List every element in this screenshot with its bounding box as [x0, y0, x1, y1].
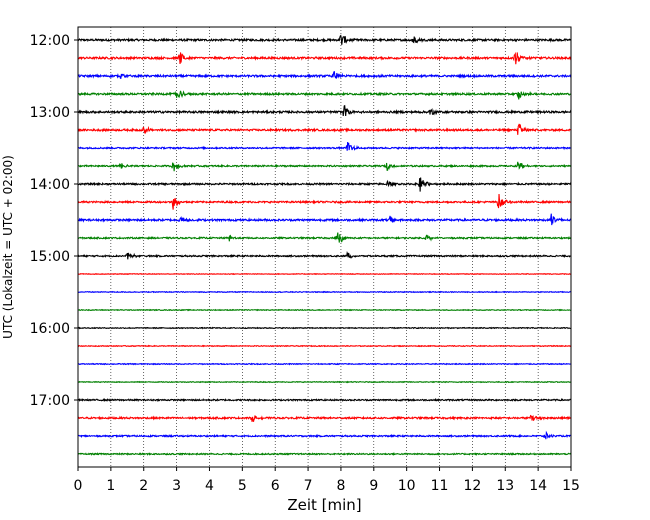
y-tick-label: 17:00 [30, 393, 70, 409]
y-axis-ticks: 12:00 13:00 14:00 15:00 16:00 17:00 [30, 33, 78, 409]
trace-line-1200 [77, 34, 572, 45]
x-tick-label: 10 [398, 478, 416, 494]
y-tick-label: 15:00 [30, 249, 70, 265]
y-tick-label: 12:00 [30, 33, 70, 49]
x-tick-label: 3 [172, 478, 181, 494]
y-tick-label: 14:00 [30, 177, 70, 193]
trace-line-1500 [77, 250, 572, 260]
trace-line-1430 [77, 213, 572, 226]
trace-line-1630 [77, 362, 572, 366]
x-tick-label: 1 [106, 478, 115, 494]
plot-frame [77, 26, 572, 468]
trace-line-1245 [77, 90, 572, 100]
y-axis-label: UTC (Lokalzeit = UTC + 02:00) [1, 155, 15, 339]
trace-line-1215 [77, 51, 572, 65]
trace-line-1515 [77, 272, 572, 276]
trace-line-1700 [77, 397, 572, 403]
trace-line-1645 [77, 380, 572, 384]
x-axis-label: Zeit [min] [287, 496, 361, 514]
trace-line-1445 [77, 232, 572, 243]
trace-line-1745 [77, 452, 572, 456]
trace-line-1300 [77, 104, 572, 117]
trace-line-1615 [77, 344, 572, 348]
grid-lines [110, 27, 539, 467]
trace-line-1530 [77, 290, 572, 294]
x-tick-label: 0 [74, 478, 83, 494]
x-tick-label: 4 [205, 478, 214, 494]
trace-line-1715 [77, 414, 572, 422]
trace-line-1545 [77, 308, 572, 312]
x-tick-label: 12 [463, 478, 481, 494]
trace-line-1345 [77, 161, 572, 172]
x-tick-label: 14 [529, 478, 547, 494]
trace-line-1730 [77, 430, 572, 440]
trace-lines [77, 34, 572, 456]
x-tick-label: 15 [562, 478, 580, 494]
x-tick-label: 6 [271, 478, 280, 494]
x-tick-label: 9 [369, 478, 378, 494]
trace-line-1315 [77, 123, 572, 135]
x-tick-label: 7 [304, 478, 313, 494]
x-tick-label: 13 [496, 478, 514, 494]
y-tick-label: 16:00 [30, 321, 70, 337]
trace-line-1400 [77, 177, 572, 192]
x-axis-ticks: 0 1 2 3 4 5 6 7 8 9 10 11 12 13 14 15 [74, 467, 580, 494]
trace-line-1415 [77, 194, 572, 210]
x-tick-label: 5 [238, 478, 247, 494]
x-tick-label: 2 [139, 478, 148, 494]
trace-line-1230 [77, 70, 572, 79]
y-tick-label: 13:00 [30, 105, 70, 121]
x-tick-label: 11 [431, 478, 449, 494]
trace-line-1330 [77, 141, 572, 151]
x-tick-label: 8 [336, 478, 345, 494]
trace-line-1600 [77, 326, 572, 330]
